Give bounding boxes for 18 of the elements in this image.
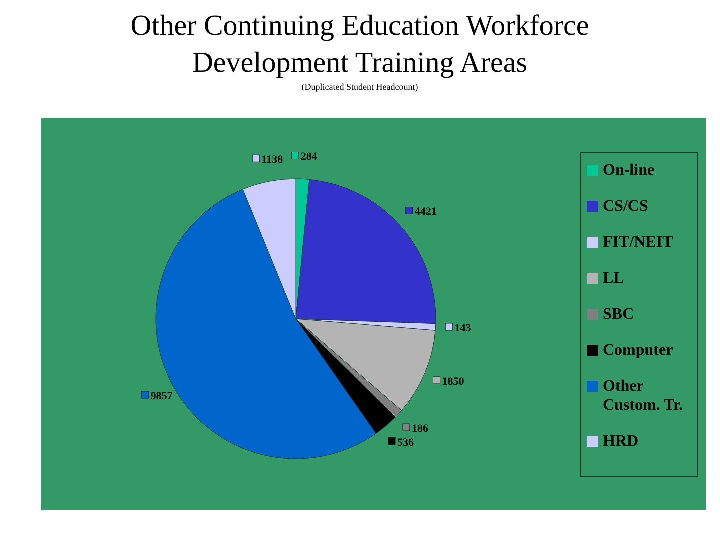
- legend-label: Other Custom. Tr.: [603, 376, 684, 414]
- data-label: 4421: [414, 206, 437, 218]
- legend-label: Computer: [603, 340, 674, 360]
- legend-label: FIT/NEIT: [603, 232, 674, 252]
- legend-label: On-line: [603, 160, 655, 180]
- legend-label: CS/CS: [603, 196, 648, 216]
- data-label: 1850: [442, 376, 465, 388]
- data-label: 1138: [262, 154, 284, 166]
- data-label: 536: [398, 436, 415, 449]
- data-label: 9857: [150, 390, 174, 403]
- legend-label: HRD: [603, 432, 639, 450]
- legend-label: LL: [603, 268, 624, 288]
- chart-title: Other Continuing Education Workforce Development Training Areas: [130, 9, 590, 81]
- data-label: 143: [454, 322, 472, 335]
- data-label: 186: [412, 422, 429, 435]
- chart-subtitle: (Duplicated Student Headcount): [300, 82, 420, 92]
- data-label: 284: [300, 151, 318, 164]
- legend-label: SBC: [603, 304, 634, 324]
